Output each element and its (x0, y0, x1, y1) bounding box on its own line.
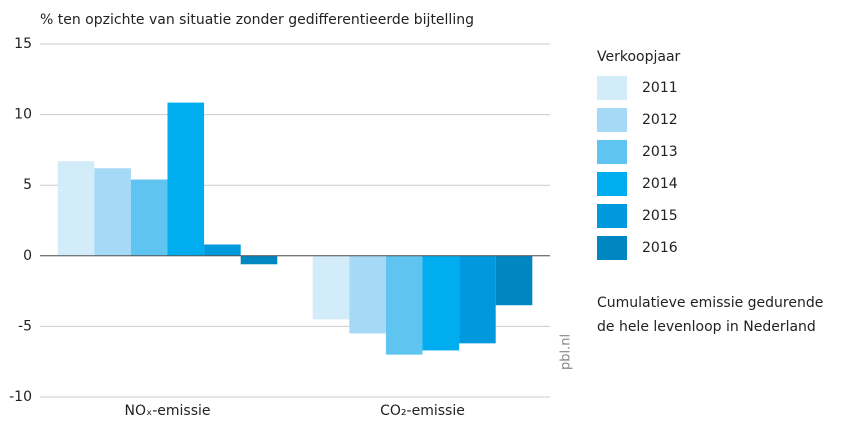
bar (94, 168, 131, 256)
note: Cumulatieve emissie gedurende (597, 295, 823, 311)
legend-label: 2015 (642, 208, 678, 224)
y-tick-label: 10 (14, 107, 32, 123)
legend-title: Verkoopjaar (597, 49, 681, 65)
bar (167, 102, 205, 256)
legend-label: 2014 (642, 176, 678, 192)
note: de hele levenloop in Nederland (597, 319, 816, 335)
legend-label: 2013 (642, 144, 678, 160)
legend-swatch (597, 204, 627, 228)
bar (130, 179, 168, 256)
y-tick-label: 0 (23, 248, 32, 264)
legend-label: 2016 (642, 240, 678, 256)
bar (240, 255, 278, 265)
legend-swatch (597, 236, 627, 260)
x-tick-label: NOₓ-emissie (125, 403, 211, 419)
legend-swatch (597, 76, 627, 100)
bar (349, 255, 386, 334)
y-tick-label: -5 (18, 318, 32, 334)
legend-swatch (597, 172, 627, 196)
source: pbl.nl (559, 334, 574, 370)
bar (57, 161, 95, 256)
bar (422, 255, 460, 351)
legend-label: 2012 (642, 112, 678, 128)
bar (495, 255, 533, 306)
y-tick-label: -10 (9, 389, 32, 405)
chart-title: % ten opzichte van situatie zonder gedif… (40, 12, 474, 28)
bar (459, 255, 496, 344)
bar (204, 244, 241, 256)
y-tick-label: 5 (23, 177, 32, 193)
legend-swatch (597, 140, 627, 164)
bar (312, 255, 350, 320)
legend-label: 2011 (642, 80, 678, 96)
x-tick-label: CO₂-emissie (380, 403, 465, 419)
bar (385, 255, 423, 355)
y-tick-label: 15 (14, 36, 32, 52)
legend-swatch (597, 108, 627, 132)
